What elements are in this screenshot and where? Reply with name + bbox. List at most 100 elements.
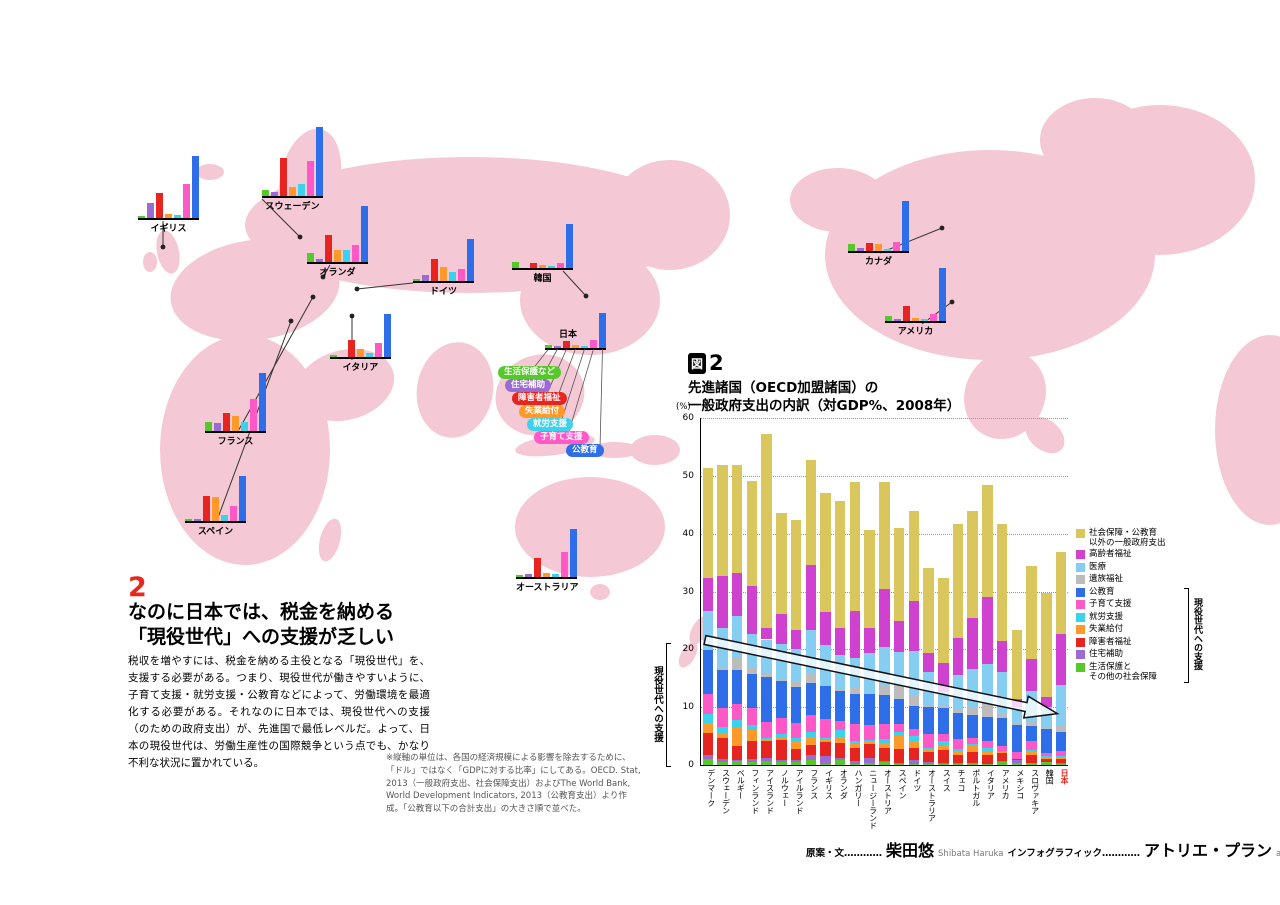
bar-segment-子育て支援 [952, 738, 964, 749]
mini-chart-label: アメリカ [897, 327, 934, 337]
bar-segment-医療 [849, 658, 861, 687]
legend-swatch [1076, 587, 1085, 597]
x-label-フィンランド: フィンランド [750, 769, 760, 814]
bar-segment-医療 [761, 639, 772, 674]
bar-segment-住宅補助 [893, 762, 905, 764]
bar-segment-公教育 [1026, 725, 1037, 741]
bar-segment-子育て支援 [820, 719, 831, 738]
bar-segment-生活保護とその他の社会保障 [761, 760, 772, 765]
bar-segment-高齢者福祉 [1055, 634, 1067, 686]
mini-bar-公教育 [939, 268, 946, 321]
bar-segment-子育て支援 [746, 707, 758, 725]
bar-segment-公教育 [1011, 724, 1023, 753]
bar-segment-就労支援 [1055, 755, 1067, 757]
mini-chart-label: 日本 [559, 330, 578, 340]
bar-segment-障害者福祉 [908, 748, 920, 761]
bar-segment-子育て支援 [805, 714, 817, 733]
mini-bar-障害者福祉 [348, 340, 355, 357]
bar-segment-子育て支援 [893, 723, 905, 733]
bar-segment-失業給付 [908, 740, 920, 749]
bar-segment-社会保障・公教育以外の一般政府支出 [1026, 566, 1037, 659]
bar-segment-遺族福祉 [776, 678, 787, 681]
bar-segment-医療 [893, 652, 905, 687]
bar-segment-医療 [776, 644, 787, 679]
x-label-ドイツ: ドイツ [912, 769, 922, 792]
legend-item-社会保障・公教育: 社会保障・公教育 以外の一般政府支出 [1076, 528, 1166, 548]
mini-bar-就労支援 [921, 319, 928, 321]
mini-bar-子育て支援 [307, 161, 314, 196]
credit-roman-2: atelier PLAN [1276, 849, 1280, 859]
x-label-イギリス: イギリス [824, 769, 834, 799]
legend-item-生活保護と: 生活保護と その他の社会保障 [1076, 662, 1157, 682]
mini-bar-住宅補助 [554, 346, 561, 348]
figure2-title: 先進諸国（OECD加盟諸国）の 一般政府支出の内訳（対GDP%、2008年） [688, 379, 960, 415]
mini-bar-生活保護など [885, 316, 892, 321]
bar-segment-高齢者福祉 [879, 589, 890, 647]
legend-chip-住宅補助: 住宅補助 [505, 379, 552, 393]
bar-segment-公教育 [952, 712, 964, 739]
bar-segment-就労支援 [923, 747, 934, 750]
bar-segment-高齢者福祉 [967, 617, 978, 669]
mini-chart-ドイツ: ドイツ [413, 201, 474, 297]
bar-segment-医療 [967, 668, 978, 707]
bar-segment-子育て支援 [761, 721, 772, 739]
bar-segment-失業給付 [982, 750, 993, 756]
x-label-フランス: フランス [809, 769, 819, 799]
bar-segment-医療 [996, 671, 1008, 714]
mini-chart-イギリス: イギリス [138, 138, 199, 234]
bar-segment-障害者福祉 [1055, 758, 1067, 763]
bar-segment-障害者福祉 [879, 748, 890, 761]
bar-segment-子育て支援 [776, 718, 787, 735]
legend-label: 生活保護と その他の社会保障 [1089, 661, 1158, 682]
credit-role-2: インフォグラフィック………… [1007, 848, 1141, 859]
mini-chart-label: スペイン [197, 527, 234, 537]
mini-chart-label: スウェーデン [265, 202, 320, 212]
bar-segment-障害者福祉 [731, 746, 743, 760]
bar-segment-失業給付 [790, 741, 802, 750]
bar-segment-住宅補助 [1011, 759, 1023, 764]
bar-segment-社会保障・公教育以外の一般政府支出 [761, 434, 772, 628]
bar-segment-子育て支援 [1026, 740, 1037, 750]
bar-segment-就労支援 [776, 734, 787, 738]
legend-label: 住宅補助 [1089, 649, 1124, 659]
bar-segment-高齢者福祉 [820, 611, 831, 646]
legend-swatch [1076, 529, 1085, 538]
legend-swatch [1076, 662, 1085, 672]
bar-segment-高齢者福祉 [717, 576, 728, 628]
x-label-オランダ: オランダ [839, 769, 849, 799]
legend-swatch [1076, 600, 1085, 609]
bar-segment-障害者福祉 [761, 740, 772, 759]
bar-segment-公教育 [1041, 728, 1052, 753]
bar-segment-子育て支援 [938, 734, 949, 742]
working-gen-label-right: 現役世代への支援 [1192, 598, 1202, 670]
bar-segment-社会保障・公教育以外の一般政府支出 [1041, 592, 1052, 697]
bar-segment-遺族福祉 [834, 689, 846, 691]
bar-segment-失業給付 [879, 743, 890, 749]
legend-swatch [1076, 562, 1085, 572]
bar-segment-住宅補助 [952, 763, 964, 764]
bar-segment-子育て支援 [717, 707, 728, 727]
bar-segment-障害者福祉 [805, 745, 817, 756]
zu-badge-icon: 図 [688, 352, 707, 374]
x-label-アイスランド: アイスランド [765, 769, 775, 814]
mini-bar-住宅補助 [857, 248, 864, 251]
bar-segment-障害者福祉 [938, 749, 949, 764]
bar-segment-失業給付 [776, 737, 787, 740]
bar-segment-子育て支援 [996, 746, 1008, 751]
headline-line2: 「現役世代」への支援が乏しい [128, 625, 395, 648]
y-tick-label: 50 [682, 470, 694, 481]
bar-segment-障害者福祉 [790, 749, 802, 761]
bar-segment-公教育 [746, 673, 758, 708]
x-label-日本: 日本 [1060, 769, 1070, 784]
bar-segment-医療 [908, 651, 920, 696]
mini-bar-失業給付 [572, 345, 579, 348]
bar-segment-失業給付 [1055, 756, 1067, 759]
bar-segment-就労支援 [1026, 749, 1037, 752]
mini-bar-失業給付 [232, 416, 239, 431]
bar-segment-社会保障・公教育以外の一般政府支出 [952, 524, 964, 638]
bar-segment-失業給付 [746, 729, 758, 742]
mini-chart-オランダ: オランダ [307, 182, 368, 278]
x-label-アイルランド: アイルランド [795, 769, 805, 814]
bar-segment-子育て支援 [849, 723, 861, 741]
bar-segment-住宅補助 [820, 755, 831, 764]
